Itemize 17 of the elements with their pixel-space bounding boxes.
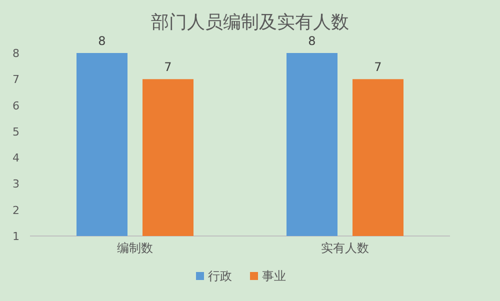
y-tick-label: 8 [12,47,20,60]
data-label: 8 [98,34,106,48]
data-label: 8 [308,34,316,48]
x-tick-label: 实有人数 [321,241,369,255]
y-tick-label: 5 [12,125,20,138]
y-tick-label: 3 [12,178,20,191]
y-tick-label: 1 [12,230,20,243]
data-label: 7 [374,60,382,74]
y-tick-label: 7 [12,73,20,86]
legend-label: 事业 [262,269,286,283]
y-tick-label: 4 [12,152,20,165]
data-label: 7 [164,60,172,74]
title: 部门人员编制及实有人数 [151,12,349,33]
legend-label: 行政 [208,269,232,283]
y-tick-label: 6 [12,99,20,112]
y-tick-label: 2 [12,204,20,217]
x-tick-label: 编制数 [117,241,153,255]
